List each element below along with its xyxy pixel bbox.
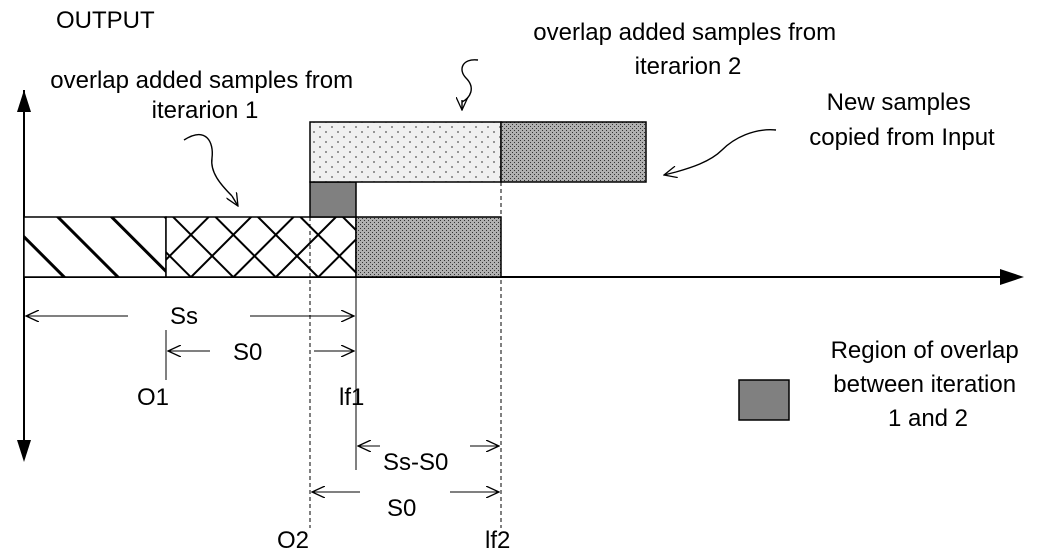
axis-title: OUTPUT [56, 7, 155, 34]
iteration1-caption: overlap added samples from iterarion 1 [50, 67, 360, 124]
o1-marker-label: O1 [137, 384, 169, 411]
new-samples-pointer-squiggle [675, 129, 777, 173]
s0-lower-label: S0 [387, 495, 416, 522]
ss-dimension-label: Ss [170, 303, 198, 330]
iteration1-pointer-arrow [232, 196, 238, 206]
ss-minus-s0-label: Ss-S0 [383, 449, 448, 476]
iteration2-caption: overlap added samples from iterarion 2 [533, 19, 843, 80]
o2-marker-label: O2 [277, 527, 309, 554]
s0-upper-label: S0 [233, 339, 262, 366]
iteration-overlap-marker [309, 181, 357, 218]
iteration2-stippled-region [309, 121, 502, 183]
legend-swatch-overlap [738, 379, 790, 421]
iteration1-new-samples [355, 216, 502, 278]
horizontal-axis-arrow [1000, 269, 1024, 285]
iteration1-crosshatched-region [165, 216, 357, 278]
iteration1-hatched-region [23, 216, 167, 278]
vertical-axis-bottom-arrow [17, 440, 31, 462]
new-samples-caption: New samples copied from Input [809, 89, 995, 151]
new-samples-pointer-arrow [664, 172, 676, 175]
iteration1-pointer-squiggle [183, 133, 233, 197]
iteration2-pointer-squiggle [461, 59, 479, 103]
iteration2-new-samples [500, 121, 647, 183]
vertical-axis-top-arrow [17, 90, 31, 112]
lf2-marker-label: lf2 [485, 527, 510, 554]
legend-caption: Region of overlap between iteration 1 an… [831, 337, 1026, 432]
lf1-marker-label: lf1 [339, 384, 364, 411]
